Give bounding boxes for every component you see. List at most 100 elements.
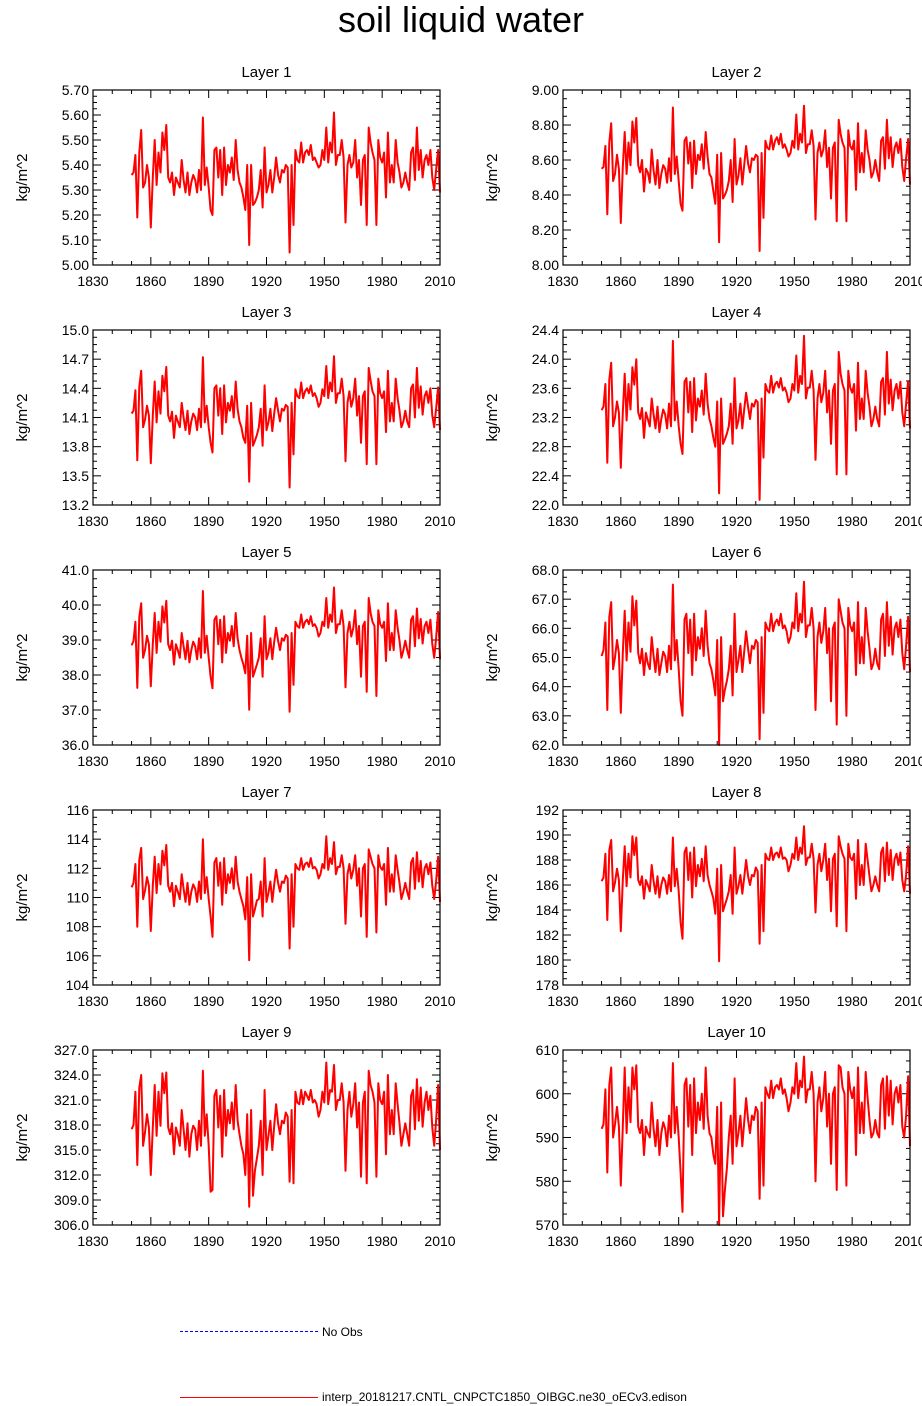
layer-4-series-line <box>600 334 911 501</box>
layer-3-ytick-label: 15.0 <box>62 322 89 338</box>
layer-6-series-line <box>600 580 911 746</box>
layer-9-title: Layer 9 <box>241 1024 291 1041</box>
layer-10-ylabel: kg/m^2 <box>484 1114 501 1162</box>
layer-10-series-line <box>600 1055 911 1226</box>
layer-6-xtick-label: 1920 <box>721 753 752 769</box>
page-title: soil liquid water <box>337 0 585 40</box>
layer-5-ytick-label: 40.0 <box>62 597 89 613</box>
layer-1-ytick-label: 5.00 <box>62 257 89 273</box>
layer-5-xtick-label: 1890 <box>193 753 224 769</box>
layer-5-xtick-label: 2010 <box>424 753 455 769</box>
layer-5-xtick-label: 1950 <box>309 753 340 769</box>
layer-1-ytick-label: 5.10 <box>62 232 89 248</box>
layer-9-ytick-label: 312.0 <box>54 1167 89 1183</box>
layer-8-xtick-label: 1920 <box>721 993 752 1009</box>
layer-5-ylabel: kg/m^2 <box>14 634 31 682</box>
layer-7-xtick-label: 1920 <box>251 993 282 1009</box>
layer-4-title: Layer 4 <box>711 304 761 321</box>
legend-model-line <box>180 1397 318 1398</box>
layer-1-ytick-label: 5.40 <box>62 157 89 173</box>
layer-5-xtick-label: 1980 <box>367 753 398 769</box>
layer-7-xtick-label: 1890 <box>193 993 224 1009</box>
layer-6-xtick-label: 1890 <box>663 753 694 769</box>
layer-8-ytick-label: 188 <box>536 852 560 868</box>
layer-3-ytick-label: 13.8 <box>62 439 89 455</box>
layer-8-ylabel: kg/m^2 <box>484 874 501 922</box>
layer-2-plot-frame <box>562 89 911 266</box>
layer-5-title: Layer 5 <box>241 544 291 561</box>
layer-7-plot-frame <box>92 809 441 986</box>
layer-4-xtick-label: 1860 <box>605 513 636 529</box>
layer-5-plot-frame <box>92 569 441 746</box>
layer-6-ylabel: kg/m^2 <box>484 634 501 682</box>
layer-8-xtick-label: 1860 <box>605 993 636 1009</box>
layer-3-xtick-label: 1920 <box>251 513 282 529</box>
layer-7-ytick-label: 106 <box>66 948 90 964</box>
layer-4-ytick-label: 24.4 <box>532 322 559 338</box>
layer-4-ytick-label: 22.0 <box>532 497 559 513</box>
layer-6-plot-frame <box>562 569 911 746</box>
layer-7-xtick-label: 1860 <box>135 993 166 1009</box>
layer-8-ytick-label: 180 <box>536 952 560 968</box>
layer-9-ytick-label: 315.0 <box>54 1142 89 1158</box>
layer-10-xtick-label: 1830 <box>547 1233 578 1249</box>
layer-2-ytick-label: 9.00 <box>532 82 559 98</box>
layer-9-ytick-label: 318.0 <box>54 1117 89 1133</box>
layer-9-ytick-label: 324.0 <box>54 1067 89 1083</box>
layer-2-xtick-label: 1830 <box>547 273 578 289</box>
layer-9-ytick-label: 306.0 <box>54 1217 89 1233</box>
layer-2-ytick-label: 8.20 <box>532 222 559 238</box>
layer-1-xtick-label: 1890 <box>193 273 224 289</box>
layer-3-ylabel: kg/m^2 <box>14 394 31 442</box>
layer-10-xtick-label: 1980 <box>837 1233 868 1249</box>
layer-8-ytick-label: 190 <box>536 827 560 843</box>
layer-2-xtick-label: 2010 <box>894 273 922 289</box>
layer-5-ytick-label: 39.0 <box>62 632 89 648</box>
layer-3-ytick-label: 14.7 <box>62 351 89 367</box>
layer-3-ytick-label: 14.4 <box>62 380 89 396</box>
layer-2-ytick-label: 8.40 <box>532 187 559 203</box>
layer-2-xtick-label: 1920 <box>721 273 752 289</box>
legend-no-obs-label: No Obs <box>322 1325 363 1339</box>
layer-7-series-line <box>130 835 441 962</box>
layer-9-xtick-label: 1950 <box>309 1233 340 1249</box>
layer-1-xtick-label: 2010 <box>424 273 455 289</box>
layer-2-ylabel: kg/m^2 <box>484 154 501 202</box>
layer-7-xtick-label: 1950 <box>309 993 340 1009</box>
layer-1-ytick-label: 5.70 <box>62 82 89 98</box>
layer-10-ytick-label: 570 <box>536 1217 560 1233</box>
layer-10-xtick-label: 1860 <box>605 1233 636 1249</box>
layer-1-xtick-label: 1950 <box>309 273 340 289</box>
layer-7-xtick-label: 2010 <box>424 993 455 1009</box>
layer-7-ytick-label: 108 <box>66 919 90 935</box>
layer-8-plot-frame <box>562 809 911 986</box>
layer-10-ytick-label: 590 <box>536 1130 560 1146</box>
layer-4-xtick-label: 1950 <box>779 513 810 529</box>
layer-6-ytick-label: 62.0 <box>532 737 559 753</box>
layer-9-plot-frame <box>92 1049 441 1226</box>
layer-9-xtick-label: 1830 <box>77 1233 108 1249</box>
layer-6-title: Layer 6 <box>711 544 761 561</box>
layer-8-ytick-label: 178 <box>536 977 560 993</box>
layer-4-ytick-label: 23.6 <box>532 380 559 396</box>
layer-3-title: Layer 3 <box>241 304 291 321</box>
layer-2-ytick-label: 8.80 <box>532 117 559 133</box>
layer-7-ytick-label: 112 <box>67 860 90 876</box>
layer-4-ytick-label: 22.4 <box>532 468 559 484</box>
layer-4-xtick-label: 1830 <box>547 513 578 529</box>
layer-6-ytick-label: 67.0 <box>532 591 559 607</box>
layer-10-plot-frame <box>562 1049 911 1226</box>
layer-8-xtick-label: 1830 <box>547 993 578 1009</box>
layer-6-xtick-label: 1830 <box>547 753 578 769</box>
layer-2-ytick-label: 8.00 <box>532 257 559 273</box>
layer-7-ytick-label: 116 <box>67 802 90 818</box>
layer-6-ytick-label: 66.0 <box>532 620 559 636</box>
layer-1-xtick-label: 1980 <box>367 273 398 289</box>
layer-1-ylabel: kg/m^2 <box>14 154 31 202</box>
layer-1-ytick-label: 5.30 <box>62 182 89 198</box>
layer-10-xtick-label: 1920 <box>721 1233 752 1249</box>
layer-1-ytick-label: 5.20 <box>62 207 89 223</box>
layer-7-ytick-label: 114 <box>67 831 90 847</box>
layer-9-xtick-label: 1890 <box>193 1233 224 1249</box>
